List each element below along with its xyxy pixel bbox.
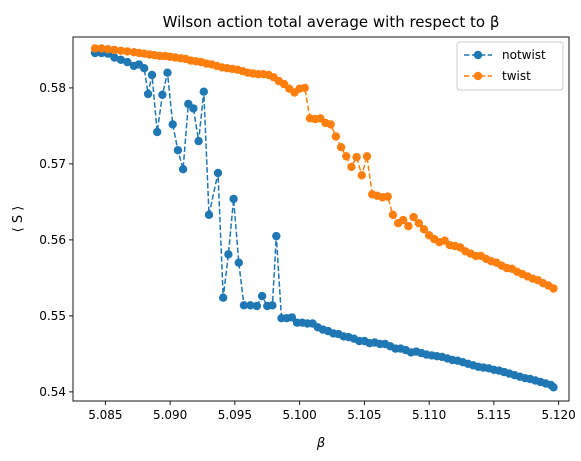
data-point-notwist — [163, 68, 172, 77]
x-tick-label: 5.115 — [477, 408, 511, 422]
data-point-twist — [383, 192, 392, 201]
x-axis: 5.085 5.090 5.095 5.100 5.105 5.110 5.115 5.120 — [88, 401, 576, 422]
x-tick-label: 5.090 — [153, 408, 187, 422]
data-point-notwist — [287, 313, 297, 322]
legend-label-twist: twist — [502, 69, 531, 83]
series-notwist — [90, 48, 558, 392]
legend-marker-twist — [473, 71, 483, 81]
data-point-twist — [97, 44, 106, 53]
data-point-notwist — [213, 168, 223, 178]
data-point-twist — [388, 210, 398, 219]
data-point-twist — [123, 47, 132, 56]
legend-label-notwist: notwist — [502, 48, 546, 62]
data-point-twist — [549, 284, 558, 293]
data-point-twist — [399, 215, 408, 225]
data-point-notwist — [239, 301, 249, 310]
legend-marker-notwist — [473, 50, 483, 60]
data-point-notwist — [173, 146, 183, 155]
data-point-twist — [331, 132, 341, 141]
data-point-twist — [419, 225, 429, 234]
data-point-notwist — [199, 87, 208, 96]
data-point-notwist — [140, 63, 149, 73]
data-point-notwist — [116, 55, 126, 64]
x-tick-label: 5.110 — [412, 408, 446, 422]
data-point-notwist — [147, 70, 157, 80]
data-point-notwist — [153, 127, 162, 137]
plot-area — [72, 36, 570, 402]
data-point-twist — [352, 152, 361, 162]
data-point-twist — [362, 152, 372, 161]
x-tick-label: 5.095 — [218, 408, 252, 422]
legend: notwist twist — [456, 41, 564, 91]
data-point-twist — [404, 222, 413, 231]
y-tick-label: 0.57 — [39, 157, 66, 171]
y-tick-label: 0.56 — [39, 233, 66, 247]
data-point-notwist — [143, 89, 153, 99]
axes-frame — [72, 36, 570, 402]
data-point-twist — [342, 152, 351, 161]
x-tick-label: 5.085 — [88, 408, 122, 422]
y-tick-label: 0.55 — [39, 309, 66, 323]
data-point-twist — [336, 143, 346, 152]
data-point-notwist — [219, 293, 228, 302]
series-layer — [90, 44, 558, 392]
data-point-twist — [103, 45, 113, 54]
x-tick-label: 5.120 — [541, 408, 575, 422]
y-axis: 0.54 0.55 0.56 0.57 0.58 — [39, 81, 73, 399]
data-point-twist — [90, 44, 100, 53]
legend-box — [456, 41, 564, 91]
data-point-notwist — [224, 250, 233, 259]
data-point-notwist — [549, 383, 558, 392]
data-point-twist — [347, 162, 356, 172]
y-tick-label: 0.54 — [39, 385, 66, 399]
x-tick-label: 5.100 — [282, 408, 316, 422]
data-point-notwist — [168, 120, 177, 129]
series-twist — [90, 44, 558, 293]
data-point-notwist — [158, 90, 167, 100]
data-point-twist — [409, 212, 418, 222]
data-point-notwist — [178, 165, 188, 174]
y-axis-label: ⟨ S ⟩ — [11, 206, 26, 233]
data-point-notwist — [252, 301, 262, 311]
data-point-twist — [116, 46, 126, 55]
data-point-notwist — [123, 57, 132, 67]
chart-title: Wilson action total average with respect… — [163, 13, 500, 31]
data-point-notwist — [257, 291, 267, 301]
data-point-notwist — [246, 301, 255, 310]
data-point-notwist — [234, 258, 243, 267]
x-axis-label: β — [316, 436, 325, 451]
data-point-twist — [110, 45, 119, 55]
y-tick-label: 0.58 — [39, 81, 66, 95]
data-point-notwist — [204, 210, 214, 219]
data-point-twist — [357, 171, 366, 180]
data-point-twist — [414, 219, 423, 228]
data-point-notwist — [189, 104, 198, 113]
data-point-notwist — [110, 53, 119, 62]
data-point-notwist — [229, 194, 238, 204]
data-point-twist — [300, 83, 309, 93]
data-point-notwist — [194, 136, 203, 146]
data-point-twist — [326, 120, 335, 129]
data-point-notwist — [272, 231, 281, 241]
x-tick-label: 5.105 — [347, 408, 381, 422]
data-point-notwist — [268, 301, 277, 310]
